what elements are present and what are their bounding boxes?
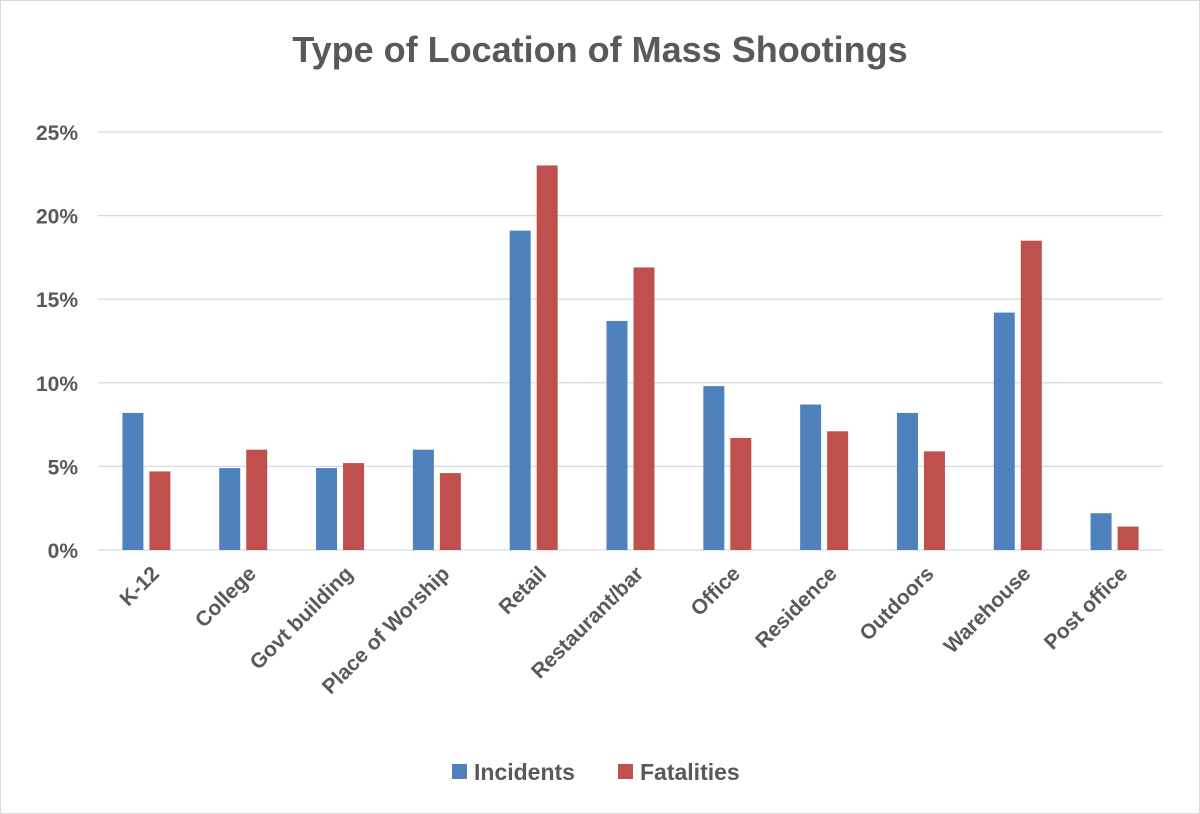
bar-incidents-3 <box>412 449 434 550</box>
bar-fatalities-7 <box>827 431 849 550</box>
legend: Incidents Fatalities <box>452 759 740 785</box>
bar-fatalities-6 <box>730 437 752 550</box>
x-tick-label: Office <box>687 562 745 620</box>
legend-swatch-fatalities <box>618 764 633 779</box>
y-axis-ticks: 0% 5% 10% 15% 20% 25% <box>36 122 78 563</box>
bar-fatalities-9 <box>1020 240 1042 550</box>
x-tick-label: Residence <box>751 562 842 653</box>
bar-incidents-4 <box>509 230 531 550</box>
x-tick-label: Govt building <box>246 562 358 674</box>
bar-fatalities-3 <box>439 473 461 550</box>
bar-fatalities-8 <box>923 451 945 550</box>
chart-title: Type of Location of Mass Shootings <box>292 29 907 70</box>
y-tick-label: 10% <box>36 373 78 396</box>
bar-incidents-8 <box>896 412 918 550</box>
x-tick-label: College <box>191 562 261 632</box>
x-tick-label: Outdoors <box>855 562 938 645</box>
bar-incidents-5 <box>606 320 628 550</box>
bar-incidents-7 <box>800 404 822 550</box>
y-tick-label: 15% <box>36 289 78 312</box>
bar-fatalities-2 <box>343 463 365 550</box>
bar-incidents-1 <box>219 468 241 550</box>
y-tick-label: 5% <box>48 456 79 479</box>
bar-incidents-2 <box>316 468 338 550</box>
y-tick-label: 0% <box>48 540 79 563</box>
x-tick-label: Post office <box>1040 562 1132 654</box>
bar-incidents-9 <box>993 312 1015 550</box>
bar-fatalities-10 <box>1117 526 1139 550</box>
x-tick-label: K-12 <box>115 562 163 610</box>
bar-fatalities-5 <box>633 267 655 550</box>
bar-incidents-6 <box>703 386 725 550</box>
x-tick-label: Retail <box>495 562 552 619</box>
bar-fatalities-4 <box>536 165 558 550</box>
legend-swatch-incidents <box>452 764 467 779</box>
x-tick-label: Warehouse <box>940 562 1036 658</box>
bar-incidents-10 <box>1090 513 1112 550</box>
bar-fatalities-0 <box>149 471 171 550</box>
bar-incidents-0 <box>122 412 144 550</box>
bars <box>122 165 1139 550</box>
bar-fatalities-1 <box>246 449 268 550</box>
y-tick-label: 25% <box>36 122 78 145</box>
y-tick-label: 20% <box>36 206 78 229</box>
gridlines <box>98 131 1163 551</box>
legend-label-fatalities: Fatalities <box>640 759 740 785</box>
legend-label-incidents: Incidents <box>474 759 575 785</box>
